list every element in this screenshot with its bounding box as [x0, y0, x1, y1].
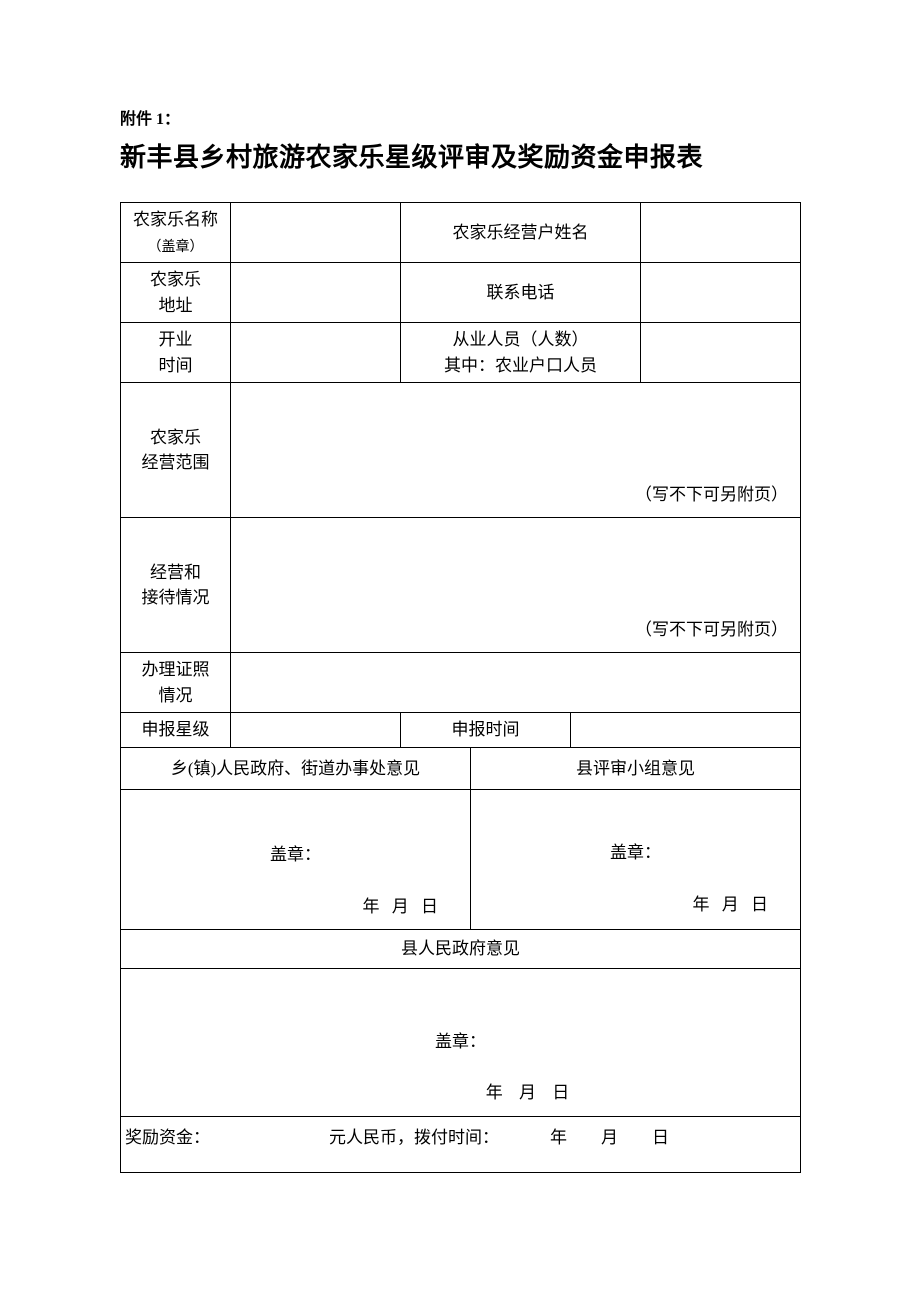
label-reception: 经营和 接待情况 [121, 518, 231, 653]
label-license: 办理证照 情况 [121, 653, 231, 713]
row-address: 农家乐 地址 联系电话 [121, 263, 801, 323]
gov-signature[interactable]: 盖章： 年 月 日 [121, 968, 801, 1116]
label-apply-time: 申报时间 [401, 713, 571, 748]
label-operator-name: 农家乐经营户姓名 [401, 203, 641, 263]
row-gov-content: 盖章： 年 月 日 [121, 968, 801, 1116]
label-county-review-opinion: 县评审小组意见 [471, 747, 801, 790]
value-star-level[interactable] [231, 713, 401, 748]
reward-text[interactable]: 奖励资金： 元人民币，拨付时间： 年 月 日 [121, 1116, 801, 1173]
row-name: 农家乐名称 （盖章） 农家乐经营户姓名 [121, 203, 801, 263]
label-scope: 农家乐 经营范围 [121, 383, 231, 518]
row-opinion-content: 盖章： 年 月 日 盖章： 年 月 日 [121, 790, 801, 930]
label-address: 农家乐 地址 [121, 263, 231, 323]
row-scope: 农家乐 经营范围 （写不下可另附页） [121, 383, 801, 518]
label-phone: 联系电话 [401, 263, 641, 323]
row-gov-header: 县人民政府意见 [121, 930, 801, 969]
label-township-opinion: 乡(镇)人民政府、街道办事处意见 [121, 747, 471, 790]
value-open-time[interactable] [231, 323, 401, 383]
row-open-time: 开业 时间 从业人员（人数） 其中：农业户口人员 [121, 323, 801, 383]
value-phone[interactable] [641, 263, 801, 323]
label-staff-count: 从业人员（人数） 其中：农业户口人员 [401, 323, 641, 383]
value-farmhouse-name[interactable] [231, 203, 401, 263]
value-address[interactable] [231, 263, 401, 323]
label-open-time: 开业 时间 [121, 323, 231, 383]
row-reception: 经营和 接待情况 （写不下可另附页） [121, 518, 801, 653]
township-signature[interactable]: 盖章： 年 月 日 [121, 790, 471, 930]
value-operator-name[interactable] [641, 203, 801, 263]
value-reception[interactable]: （写不下可另附页） [231, 518, 801, 653]
row-license: 办理证照 情况 [121, 653, 801, 713]
value-scope[interactable]: （写不下可另附页） [231, 383, 801, 518]
county-review-signature[interactable]: 盖章： 年 月 日 [471, 790, 801, 930]
application-form-table: 农家乐名称 （盖章） 农家乐经营户姓名 农家乐 地址 联系电话 开业 时间 从业… [120, 202, 801, 1173]
label-farmhouse-name: 农家乐名称 （盖章） [121, 203, 231, 263]
main-title: 新丰县乡村旅游农家乐星级评审及奖励资金申报表 [120, 137, 800, 174]
attachment-label: 附件 1： [120, 105, 800, 129]
label-star-level: 申报星级 [121, 713, 231, 748]
row-reward: 奖励资金： 元人民币，拨付时间： 年 月 日 [121, 1116, 801, 1173]
value-staff-count[interactable] [641, 323, 801, 383]
row-opinion-headers: 乡(镇)人民政府、街道办事处意见 县评审小组意见 [121, 747, 801, 790]
label-gov-opinion: 县人民政府意见 [121, 930, 801, 969]
value-apply-time[interactable] [571, 713, 801, 748]
value-license[interactable] [231, 653, 801, 713]
row-star-level: 申报星级 申报时间 [121, 713, 801, 748]
